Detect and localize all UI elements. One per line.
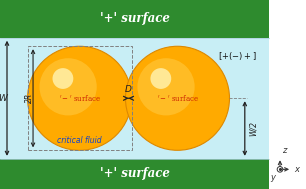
Text: $'-'$ surface: $'-'$ surface <box>59 93 100 103</box>
Text: $'-'$ surface: $'-'$ surface <box>157 93 198 103</box>
Circle shape <box>125 46 230 150</box>
Text: y: y <box>270 173 275 182</box>
Text: x: x <box>294 165 299 174</box>
Text: '+' surface: '+' surface <box>100 167 170 180</box>
Bar <box>28 46 132 150</box>
Bar <box>0 159 269 189</box>
Bar <box>0 0 269 38</box>
Circle shape <box>151 68 171 89</box>
Text: $[+(-)+ ]$: $[+(-)+ ]$ <box>218 50 257 62</box>
Bar <box>0 38 269 159</box>
Circle shape <box>28 46 132 150</box>
Text: W/2: W/2 <box>249 121 258 136</box>
Text: D: D <box>125 85 132 94</box>
Circle shape <box>277 167 283 172</box>
Text: critical fluid: critical fluid <box>57 136 102 145</box>
Text: W: W <box>0 94 7 103</box>
Circle shape <box>39 58 97 115</box>
Circle shape <box>137 58 195 115</box>
Text: '+' surface: '+' surface <box>100 12 170 25</box>
Text: z: z <box>282 146 286 155</box>
Text: 2R: 2R <box>24 93 34 103</box>
Circle shape <box>53 68 73 89</box>
